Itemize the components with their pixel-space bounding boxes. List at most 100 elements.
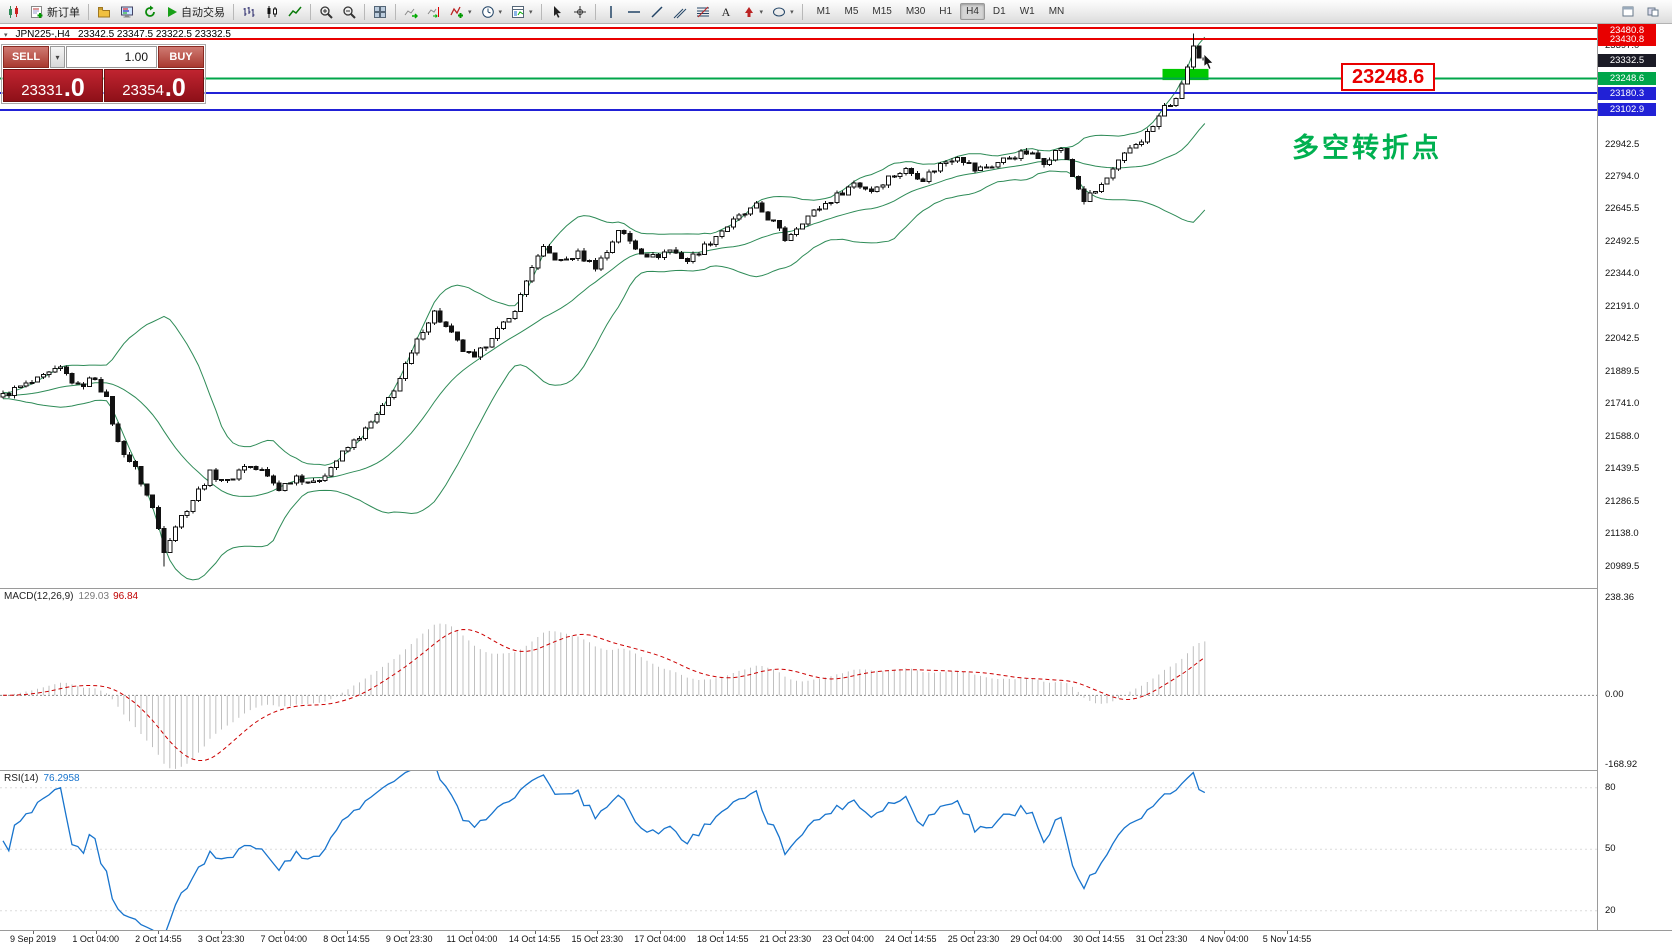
time-tick [1036,931,1038,934]
ohlc-values: 23342.5 23347.5 23322.5 23332.5 [77,29,231,40]
one-click-toggle-icon[interactable]: ▾ [4,31,8,39]
line-chart-button[interactable] [284,2,306,22]
trendline-icon [650,5,664,19]
chevron-down-icon: ▾ [55,52,60,62]
shapes-button[interactable]: ▾ [768,2,798,22]
toolbar-separator [233,3,234,20]
zoom-in-icon [319,5,333,19]
rsi-name: RSI(14) [4,773,39,784]
timeframe-button-m30[interactable]: M30 [905,6,926,17]
price-tick: 22344.0 [1605,267,1640,279]
rsi-panel-separator[interactable] [0,770,1672,771]
time-label: 4 Nov 04:00 [1200,934,1249,944]
bar-chart-button[interactable] [238,2,260,22]
crosshair-button[interactable] [569,2,591,22]
time-label: 1 Oct 04:00 [72,934,119,944]
tile-windows-button[interactable] [369,2,391,22]
price-line-badge: 23430.8 [1598,32,1656,46]
dock-icon [1646,5,1660,19]
chart-annotation-text[interactable]: 多空转折点 [1292,133,1442,163]
auto-trading-button[interactable]: 自动交易 [162,2,229,22]
channel-button[interactable] [669,2,691,22]
toolbar-right-icons [1617,2,1669,22]
time-label: 15 Oct 23:30 [571,934,624,944]
new-chart-button[interactable] [3,2,25,22]
templates-button[interactable]: ▾ [507,2,537,22]
text-button[interactable]: A [715,2,737,22]
time-tick [158,931,160,934]
chart-shift-icon [427,5,441,19]
cursor-button[interactable] [546,2,568,22]
timeframe-button-h1[interactable]: H1 [939,6,953,17]
buy-price-main: 23354 [122,82,164,99]
volume-dropdown-button[interactable]: ▾ [50,46,65,68]
hline-icon [627,5,641,19]
bars-icon [242,5,256,19]
macd-indicator-panel[interactable] [0,588,1597,770]
chart-shift-button[interactable] [423,2,445,22]
time-tick [1161,931,1163,934]
rsi-indicator-panel[interactable] [0,770,1597,930]
toolbar-button-label: 新订单 [47,6,80,19]
time-label: 31 Oct 23:30 [1135,934,1188,944]
time-label: 2 Oct 14:55 [135,934,182,944]
price-tick: 22492.5 [1605,235,1640,247]
macd-main-value: 129.03 [78,591,110,602]
timeframe-button-m1[interactable]: M1 [816,6,831,17]
timeframe-button-w1[interactable]: W1 [1019,6,1035,17]
chart-window-button[interactable] [1617,2,1639,22]
time-label: 24 Oct 14:55 [885,934,937,944]
indicators-button[interactable]: ▾ [446,2,476,22]
new-order-button[interactable]: 新订单 [26,2,84,22]
candles [0,33,1208,567]
timeframe-button-m5[interactable]: M5 [844,6,859,17]
trendline-button[interactable] [646,2,668,22]
timeframe-button-d1[interactable]: D1 [992,6,1006,17]
buy-price-button[interactable]: 23354.0 [104,69,204,102]
buy-button[interactable]: BUY [158,46,204,68]
time-tick [1224,931,1226,934]
time-axis[interactable]: 9 Sep 2019 1 Oct 04:00 2 Oct 14:55 3 Oct 23… [0,930,1672,947]
fibonacci-button[interactable] [692,2,714,22]
timeframe-button-m15[interactable]: M15 [872,6,892,17]
price-axis[interactable]: 23397.0 22942.5 22794.0 22645.5 22492.5 22344… [1597,24,1672,930]
vertical-line-button[interactable] [600,2,622,22]
sell-price-button[interactable]: 23331.0 [3,69,103,102]
periods-button[interactable]: ▾ [477,2,507,22]
macd-panel-separator[interactable] [0,588,1672,589]
rsi-label: RSI(14) 76.2958 [4,773,80,784]
price-tick: 22794.0 [1605,170,1640,182]
price-tick: 21588.0 [1605,431,1640,443]
sell-button[interactable]: SELL [3,46,49,68]
time-label: 30 Oct 14:55 [1073,934,1125,944]
timeframe-button-h4[interactable]: H4 [960,3,985,20]
breakout-price-label[interactable]: 23248.6 [1341,63,1436,91]
market-watch-button[interactable] [116,2,138,22]
refresh-button[interactable] [139,2,161,22]
price-tick: 22042.5 [1605,333,1640,344]
price-tick: 22645.5 [1605,202,1640,214]
horizontal-line-button[interactable] [623,2,645,22]
sell-price-fraction: .0 [63,74,85,102]
time-tick [221,931,223,934]
zoom-in-button[interactable] [315,2,337,22]
timeframe-button-mn[interactable]: MN [1048,6,1065,17]
docking-button[interactable] [1642,2,1664,22]
price-tick: 21286.5 [1605,496,1640,508]
zoom-out-button[interactable] [338,2,360,22]
main-price-chart[interactable] [0,24,1597,588]
profiles-button[interactable] [93,2,115,22]
horizontal-line-objects[interactable] [0,27,1597,111]
toolbar-button-label: 自动交易 [181,6,225,19]
rsi-tick: 80 [1605,781,1616,793]
arrows-button[interactable]: ▾ [738,2,768,22]
time-tick [95,931,97,934]
auto-scroll-button[interactable] [400,2,422,22]
line-icon [288,5,302,19]
profiles-icon [97,5,111,19]
volume-input[interactable]: 1.00 [66,46,157,68]
candlestick-chart-button[interactable] [261,2,283,22]
price-tick: 20989.5 [1605,560,1640,572]
chevron-down-icon: ▾ [790,8,794,16]
time-tick [283,931,285,934]
